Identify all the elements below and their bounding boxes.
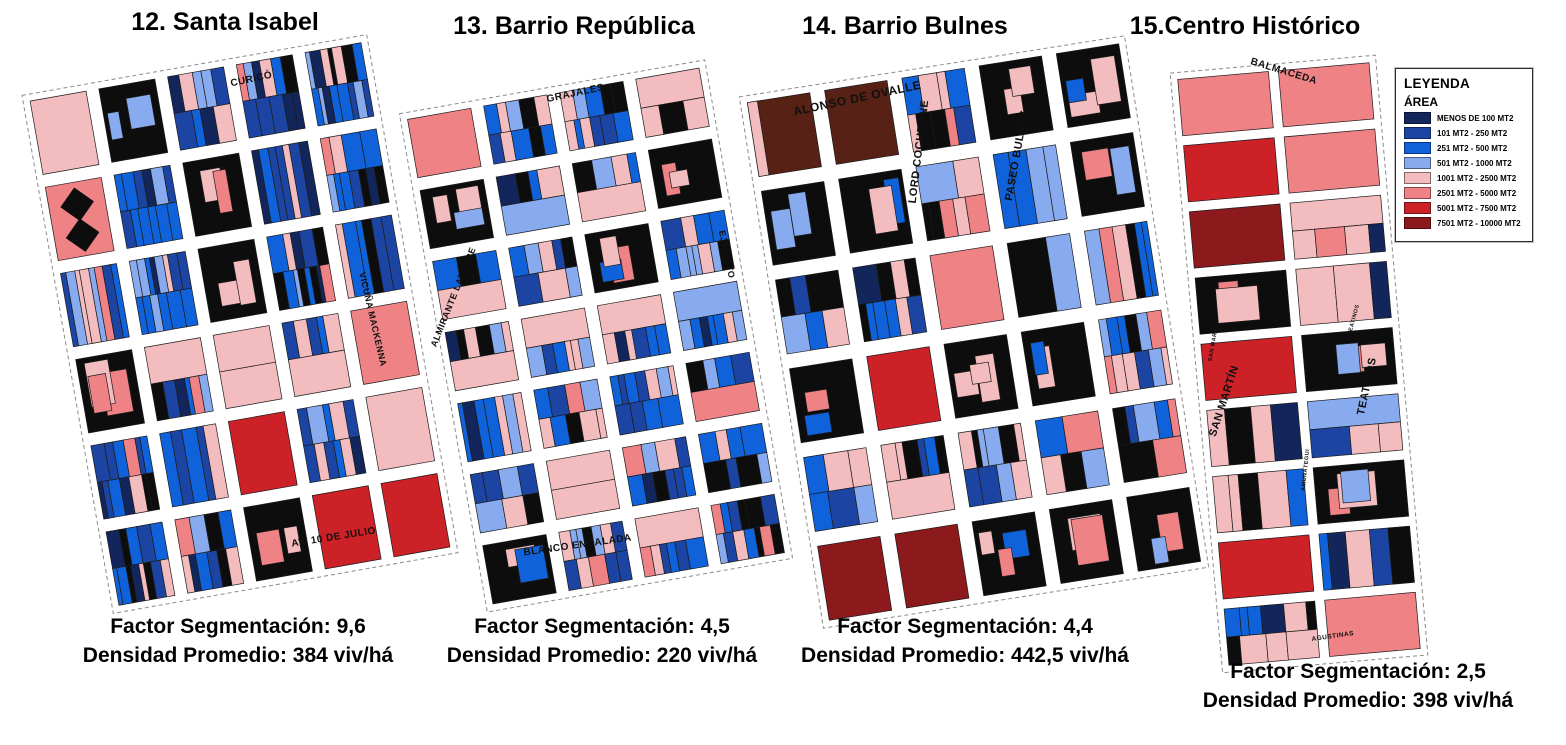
legend-swatch-blue3 (1404, 142, 1431, 154)
legend-swatch-pink (1404, 172, 1431, 184)
stats-barrio-bulnes: Factor Segmentación: 4,4 Densidad Promed… (801, 612, 1129, 670)
map-panel-barrio-bulnes: ALONSO DE OVALLE LORD COCHRANE PASEO BULNE… (738, 35, 1210, 629)
map-panel-santa-isabel: CURICÓ VICUÑA MACKENNA AV. 10 DE JULIO (21, 34, 459, 614)
legend-item: 2501 MT2 - 5000 MT2 (1404, 187, 1524, 199)
factor-segmentacion-barrio-bulnes: Factor Segmentación: 4,4 (837, 615, 1093, 638)
legend-swatch-navy (1404, 112, 1431, 124)
map-panel-centro-historico: BALMACEDA SAN MARTÍN SAN MARTÍN TEATINOS TEA… (1169, 52, 1429, 674)
map-title-santa-isabel: 12. Santa Isabel (131, 8, 319, 36)
legend-item: 1001 MT2 - 2500 MT2 (1404, 172, 1524, 184)
legend-item: 101 MT2 - 250 MT2 (1404, 127, 1524, 139)
legend-box: LEYENDA ÁREA MENOS DE 100 MT2 101 MT2 - 2… (1394, 67, 1534, 243)
legend-item-label: 2501 MT2 - 5000 MT2 (1437, 188, 1517, 198)
legend-swatch-salmon (1404, 187, 1431, 199)
legend-swatch-red (1404, 202, 1431, 214)
legend-subtitle: ÁREA (1404, 95, 1439, 109)
legend-item: 501 MT2 - 1000 MT2 (1404, 157, 1524, 169)
legend-item: MENOS DE 100 MT2 (1404, 112, 1524, 124)
legend-swatch-maroon (1404, 217, 1431, 229)
legend-title: LEYENDA (1404, 76, 1470, 91)
legend-item-label: 5001 MT2 - 7500 MT2 (1437, 203, 1517, 213)
stats-centro-historico: Factor Segmentación: 2,5 Densidad Promed… (1203, 657, 1513, 715)
legend-item-label: 7501 MT2 - 10000 MT2 (1437, 218, 1521, 228)
legend-items: MENOS DE 100 MT2 101 MT2 - 250 MT2 251 MT2… (1404, 112, 1524, 229)
legend-item-label: 251 MT2 - 500 MT2 (1437, 143, 1508, 153)
legend-item-label: MENOS DE 100 MT2 (1437, 113, 1514, 123)
densidad-promedio-santa-isabel: Densidad Promedio: 384 viv/há (82, 644, 394, 667)
stats-santa-isabel: Factor Segmentación: 9,6 Densidad Promed… (83, 612, 393, 670)
legend-item-label: 1001 MT2 - 2500 MT2 (1437, 173, 1517, 183)
legend-item: 251 MT2 - 500 MT2 (1404, 142, 1524, 154)
street-label-amun-tegui: AMUNÁTEGUI (1300, 448, 1311, 491)
legend-swatch-blue4 (1404, 157, 1431, 169)
densidad-promedio-centro-historico: Densidad Promedio: 398 viv/há (1202, 689, 1514, 712)
legend-item: 7501 MT2 - 10000 MT2 (1404, 217, 1524, 229)
map-panel-barrio-republica: GRAJALES ALMIRANTE LATORRE EJÉRCITO BLANCO … (398, 59, 794, 613)
factor-segmentacion-barrio-republica: Factor Segmentación: 4,5 (474, 615, 730, 638)
densidad-promedio-barrio-bulnes: Densidad Promedio: 442,5 viv/há (801, 644, 1129, 667)
map-title-centro-historico: 15.Centro Histórico (1129, 12, 1361, 40)
legend-item: 5001 MT2 - 7500 MT2 (1404, 202, 1524, 214)
factor-segmentacion-centro-historico: Factor Segmentación: 2,5 (1230, 660, 1486, 683)
map-title-barrio-republica: 13. Barrio República (453, 12, 695, 40)
map-title-barrio-bulnes: 14. Barrio Bulnes (802, 12, 1008, 40)
legend-item-label: 101 MT2 - 250 MT2 (1437, 128, 1508, 138)
legend-item-label: 501 MT2 - 1000 MT2 (1437, 158, 1512, 168)
factor-segmentacion-santa-isabel: Factor Segmentación: 9,6 (110, 615, 366, 638)
legend-swatch-blue2 (1404, 127, 1431, 139)
stats-barrio-republica: Factor Segmentación: 4,5 Densidad Promed… (447, 612, 757, 670)
densidad-promedio-barrio-republica: Densidad Promedio: 220 viv/há (446, 644, 758, 667)
